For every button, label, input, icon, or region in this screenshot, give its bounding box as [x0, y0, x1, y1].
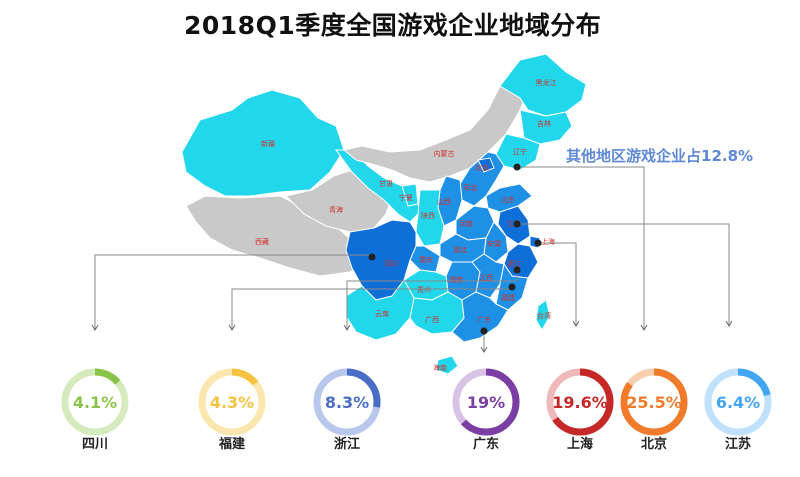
- province-label: 上海: [541, 237, 555, 246]
- province-beijing: [477, 157, 495, 173]
- province-hainan: [435, 355, 459, 375]
- ring-value-label: 19.6%: [552, 393, 608, 412]
- ring-3: 8.3% 浙江: [313, 368, 381, 452]
- province-label: 湖北: [453, 245, 467, 254]
- location-dot: [508, 283, 516, 291]
- china-map: [181, 53, 587, 375]
- province-label: 北京: [475, 163, 489, 172]
- ring-5: 19.6% 上海: [546, 368, 614, 452]
- ring-value-label: 25.5%: [626, 393, 682, 412]
- location-dot: [480, 327, 488, 335]
- province-label: 吉林: [537, 119, 551, 128]
- ring-6: 25.5% 北京: [620, 368, 688, 452]
- ring-name-label: 上海: [567, 436, 593, 452]
- province-heilongjiang: [499, 53, 587, 117]
- province-labels: 黑龙江吉林辽宁内蒙古北京河北山西山东江苏上海浙江安徽河南湖北湖南江西福建广东广西…: [255, 78, 557, 372]
- location-dot: [368, 253, 376, 261]
- others-note: 其他地区游戏企业占12.8%: [566, 147, 754, 165]
- province-label: 陕西: [421, 211, 435, 220]
- province-label: 福建: [501, 293, 515, 302]
- ring-name-label: 福建: [218, 436, 245, 452]
- location-dot: [513, 163, 521, 171]
- province-label: 重庆: [419, 255, 433, 264]
- ring-arc: [452, 368, 520, 436]
- ring-arc: [620, 368, 688, 436]
- province-label: 黑龙江: [536, 78, 557, 87]
- ring-arc: [198, 368, 266, 436]
- donut-rings: 4.1% 四川 4.3% 福建 8.3% 浙江 19% 广东 19.6% 上海 25.5% 北京 6.4…: [61, 368, 772, 452]
- connector-line: [517, 223, 730, 326]
- location-dot: [513, 266, 521, 274]
- province-label: 山东: [501, 195, 515, 204]
- province-label: 湖南: [449, 275, 463, 284]
- location-dot: [534, 239, 542, 247]
- connector-arrow: [343, 324, 351, 331]
- ring-arc: [313, 368, 381, 436]
- province-label: 江西: [479, 274, 493, 282]
- province-taiwan: [535, 299, 551, 331]
- connector-arrow: [640, 324, 648, 331]
- ring-name-label: 北京: [641, 436, 667, 452]
- province-label: 辽宁: [513, 147, 527, 156]
- province-label: 台湾: [537, 311, 551, 320]
- ring-name-label: 浙江: [334, 436, 360, 452]
- province-label: 四川: [385, 260, 399, 268]
- ring-2: 4.3% 福建: [198, 368, 266, 452]
- province-label: 河南: [459, 219, 473, 228]
- province-label: 西藏: [255, 237, 269, 246]
- ring-arc: [61, 368, 129, 436]
- connector-arrow: [725, 320, 733, 327]
- province-label: 河北: [463, 184, 477, 192]
- ring-value-label: 4.1%: [73, 393, 117, 412]
- ring-4: 19% 广东: [452, 368, 520, 452]
- ring-name-label: 四川: [82, 437, 108, 452]
- province-label: 海南: [433, 363, 447, 372]
- province-label: 内蒙古: [434, 149, 455, 158]
- province-label: 广西: [425, 315, 439, 324]
- connector-line: [517, 166, 645, 330]
- connector-line: [538, 242, 577, 326]
- chart-title: 2018Q1季度全国游戏企业地域分布: [184, 11, 602, 40]
- province-label: 山西: [437, 197, 451, 206]
- ring-value-label: 19%: [467, 393, 505, 412]
- ring-1: 4.1% 四川: [61, 368, 129, 452]
- ring-name-label: 广东: [473, 436, 499, 452]
- province-label: 广东: [477, 315, 491, 324]
- province-label: 青海: [329, 205, 343, 214]
- province-label: 宁夏: [399, 193, 413, 202]
- province-label: 云南: [375, 309, 389, 318]
- province-label: 甘肃: [379, 179, 393, 188]
- province-sichuan: [345, 219, 417, 301]
- connector-line: [346, 270, 518, 330]
- location-dot: [513, 220, 521, 228]
- connector-arrow: [228, 324, 236, 331]
- ring-arc: [704, 368, 772, 436]
- connector-arrow: [572, 320, 580, 327]
- connector-arrow: [91, 324, 99, 331]
- connector-arrow: [480, 346, 488, 353]
- province-ningxia: [401, 183, 419, 207]
- province-label: 浙江: [507, 259, 521, 268]
- province-label: 新疆: [261, 139, 275, 148]
- ring-value-label: 6.4%: [716, 393, 760, 412]
- province-label: 安徽: [487, 239, 501, 248]
- province-shandong: [485, 183, 533, 213]
- connector-lines: [91, 163, 733, 353]
- ring-7: 6.4% 江苏: [704, 368, 772, 452]
- ring-value-label: 8.3%: [325, 393, 369, 412]
- ring-value-label: 4.3%: [210, 393, 254, 412]
- ring-name-label: 江苏: [725, 436, 751, 452]
- province-guangdong: [451, 291, 509, 343]
- ring-arc: [546, 368, 614, 436]
